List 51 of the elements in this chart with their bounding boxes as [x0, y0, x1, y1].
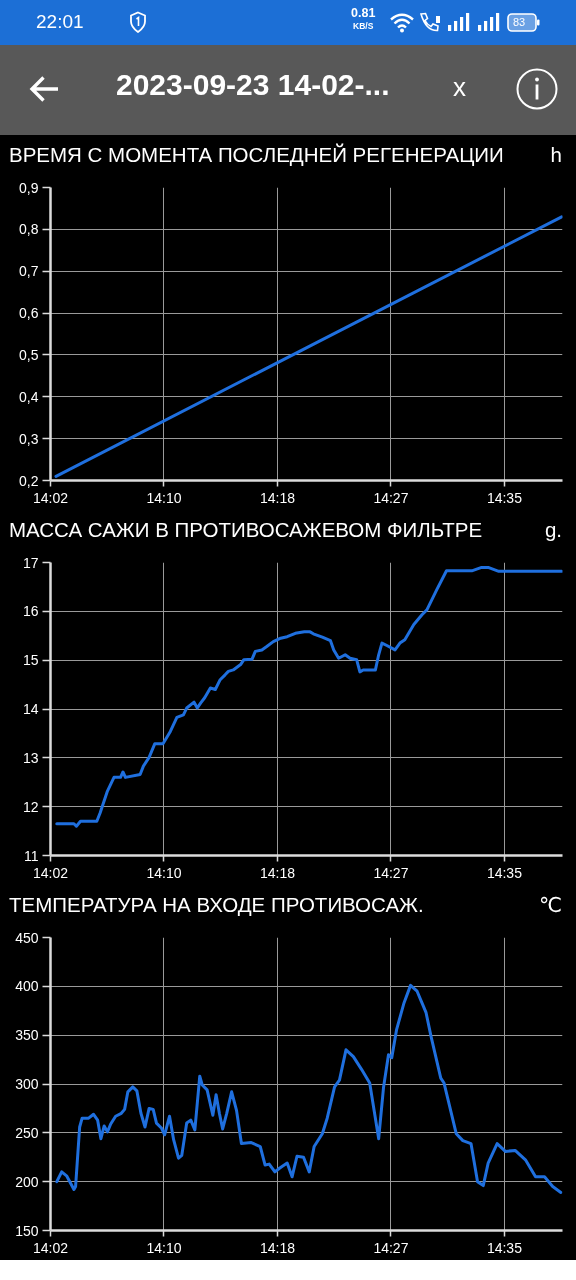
- x-tick-label: 14:02: [32, 1239, 69, 1256]
- line-series: [55, 565, 563, 828]
- text: 22:01: [36, 11, 84, 32]
- text: 0.81: [351, 6, 376, 20]
- y-axis-title: g.: [544, 517, 562, 544]
- y-tick-label: 450: [15, 929, 39, 946]
- x-tick-label: 14:27: [373, 489, 409, 506]
- y-tick-label: 300: [15, 1076, 39, 1092]
- x-tick-label: 14:10: [146, 489, 182, 506]
- x-tick-label: 14:18: [259, 864, 296, 881]
- x-tick-label: 14:02: [32, 489, 69, 506]
- line-series: [55, 983, 563, 1194]
- y-tick-label: 250: [15, 1124, 39, 1141]
- x-tick-label: 14:18: [259, 489, 296, 506]
- y-tick-label: 0,4: [19, 388, 39, 405]
- y-tick-label: 14: [22, 701, 39, 717]
- text: x: [453, 72, 466, 102]
- text: 83: [513, 16, 526, 28]
- y-tick-label: 0,2: [19, 472, 39, 489]
- y-tick-label: 11: [23, 847, 39, 864]
- x-tick-label: 14:35: [486, 489, 523, 506]
- y-tick-label: 15: [22, 652, 39, 669]
- x-tick-label: 14:18: [259, 1239, 296, 1256]
- y-tick-label: 400: [15, 978, 39, 995]
- x-tick-label: 14:35: [486, 864, 523, 881]
- text: KB/S: [353, 21, 374, 31]
- y-tick-label: 0,8: [19, 221, 39, 238]
- y-tick-label: 0,5: [19, 346, 39, 363]
- chart-title: ТЕМПЕРАТУРА НА ВХОДЕ ПРОТИВОСАЖ.: [9, 892, 424, 919]
- x-tick-label: 14:27: [373, 864, 409, 881]
- y-tick-label: 12: [22, 798, 39, 815]
- x-tick-label: 14:27: [373, 1239, 409, 1256]
- y-tick-label: 150: [15, 1222, 39, 1239]
- y-tick-label: 13: [22, 749, 39, 766]
- y-tick-label: 0,6: [19, 305, 39, 322]
- y-tick-label: 16: [22, 603, 39, 620]
- y-axis-title: ℃: [538, 892, 562, 919]
- x-tick-label: 14:35: [486, 1239, 523, 1256]
- y-tick-label: 200: [15, 1173, 39, 1190]
- y-tick-label: 350: [15, 1027, 39, 1044]
- x-tick-label: 14:10: [146, 1239, 182, 1256]
- y-tick-label: 0,9: [19, 179, 39, 196]
- y-tick-label: 0,7: [19, 263, 39, 280]
- y-axis-title: h: [550, 142, 562, 169]
- text: 2023-09-23 14-02-...: [116, 68, 390, 101]
- chart-title: ВРЕМЯ С МОМЕНТА ПОСЛЕДНЕЙ РЕГЕНЕРАЦИИ: [9, 142, 504, 169]
- y-tick-label: 0,3: [19, 430, 39, 447]
- x-tick-label: 14:10: [146, 864, 182, 881]
- x-tick-label: 14:02: [32, 864, 69, 881]
- y-tick-label: 17: [22, 554, 39, 571]
- chart-title: МАССА САЖИ В ПРОТИВОСАЖЕВОМ ФИЛЬТРЕ: [9, 517, 483, 544]
